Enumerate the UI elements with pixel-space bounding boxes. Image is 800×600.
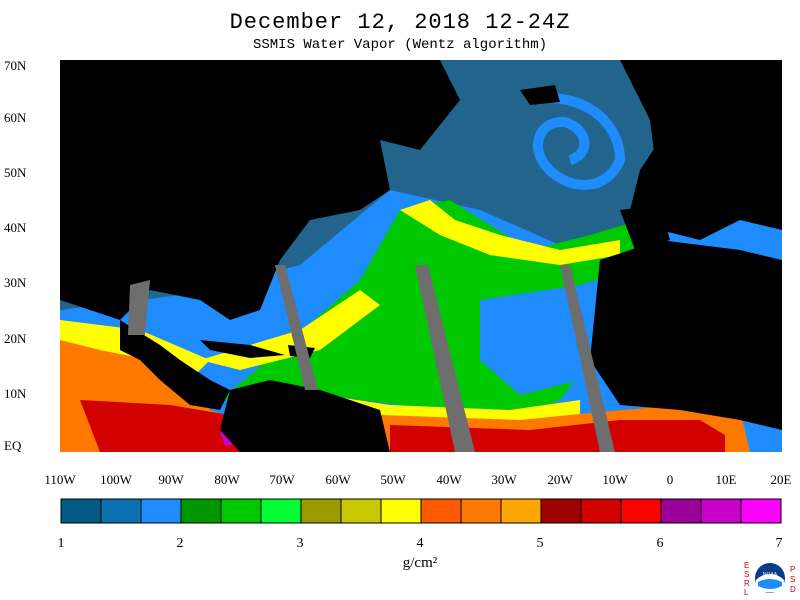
red-atlantic [390, 420, 725, 452]
lat-label-70n: 70N [4, 58, 27, 73]
lon-label-70w: 70W [269, 472, 295, 487]
logo-letter-r: R [744, 579, 750, 588]
colorbar-segment [540, 498, 582, 524]
land-masses [60, 60, 782, 452]
logo-letter-e: E [744, 561, 749, 570]
yellow-band-north [400, 200, 620, 265]
colorbar-tick-3: 3 [296, 536, 304, 551]
north-america [60, 60, 390, 320]
lon-label-100w: 100W [100, 472, 132, 487]
logo-letter-l: L [744, 588, 749, 597]
colorbar-segment [700, 498, 742, 524]
cuba [200, 340, 285, 358]
map-title: December 12, 2018 12-24Z [229, 10, 571, 35]
lon-label-20w: 20W [547, 472, 573, 487]
colorbar-segment [100, 498, 142, 524]
iceland [520, 85, 560, 105]
colorbar-tick-6: 6 [656, 536, 664, 551]
colorbar-tick-1: 1 [57, 536, 65, 551]
colorbar-segment [420, 498, 462, 524]
colorbar-tick-2: 2 [176, 536, 184, 551]
colorbar-segment [340, 498, 382, 524]
colorbar-segment [500, 498, 542, 524]
colorbar-segment [60, 498, 102, 524]
south-america [220, 380, 390, 452]
colorbar-segment [140, 498, 182, 524]
missing-swath-west [275, 265, 318, 390]
colorbar-segment [580, 498, 622, 524]
europe [620, 60, 782, 240]
colorbar [60, 498, 782, 524]
missing-swath-gulf [128, 280, 150, 335]
lon-label-30w: 30W [491, 472, 517, 487]
colorbar-segment [380, 498, 422, 524]
lon-label-10e: 10E [715, 472, 737, 487]
logo-letter-s: S [744, 570, 749, 579]
logo-letter-d: D [790, 585, 796, 594]
missing-swath-central [415, 265, 475, 452]
colorbar-segment [220, 498, 262, 524]
uk [650, 115, 672, 160]
lon-label-50w: 50W [380, 472, 406, 487]
lat-label-30n: 30N [4, 275, 27, 290]
colorbar-segment [180, 498, 222, 524]
lat-label-10n: 10N [4, 386, 27, 401]
colorbar-segment [660, 498, 702, 524]
lat-label-60n: 60N [4, 110, 27, 125]
water-vapor-map [60, 60, 782, 452]
greenland [250, 60, 460, 150]
central-america [120, 320, 230, 410]
lon-label-0: 0 [666, 472, 674, 487]
lat-label-50n: 50N [4, 165, 27, 180]
missing-swath-east [560, 265, 615, 452]
lon-label-40w: 40W [436, 472, 462, 487]
lon-label-110w: 110W [44, 472, 76, 487]
colorbar-segment [620, 498, 662, 524]
colorbar-segment [460, 498, 502, 524]
colorbar-segment [300, 498, 342, 524]
lon-label-90w: 90W [158, 472, 184, 487]
colorbar-tick-5: 5 [536, 536, 544, 551]
logo-badge-text: NOAA [763, 572, 778, 578]
lon-label-60w: 60W [325, 472, 351, 487]
iberia [620, 205, 670, 250]
logo-letter-s2: S [790, 575, 795, 584]
colorbar-segment [260, 498, 302, 524]
lat-label-20n: 20N [4, 331, 27, 346]
lon-label-20e: 20E [770, 472, 792, 487]
lat-label-40n: 40N [4, 220, 27, 235]
colorbar-unit: g/cm² [402, 555, 438, 571]
colorbar-tick-4: 4 [416, 536, 424, 551]
colorbar-segment [740, 498, 782, 524]
lon-label-10w: 10W [602, 472, 628, 487]
africa [590, 240, 782, 430]
lat-label-eq: EQ [4, 438, 22, 453]
lon-label-80w: 80W [214, 472, 240, 487]
cyclone-swirl [529, 93, 626, 190]
logo-letter-p: P [790, 565, 795, 574]
red-tropics-west [80, 400, 240, 452]
central-dry-slot [480, 295, 590, 395]
noaa-esrl-psd-logo: E S R L NOAA P S D [744, 561, 796, 597]
map-subtitle: SSMIS Water Vapor (Wentz algorithm) [252, 37, 548, 53]
colorbar-tick-7: 7 [775, 536, 783, 551]
